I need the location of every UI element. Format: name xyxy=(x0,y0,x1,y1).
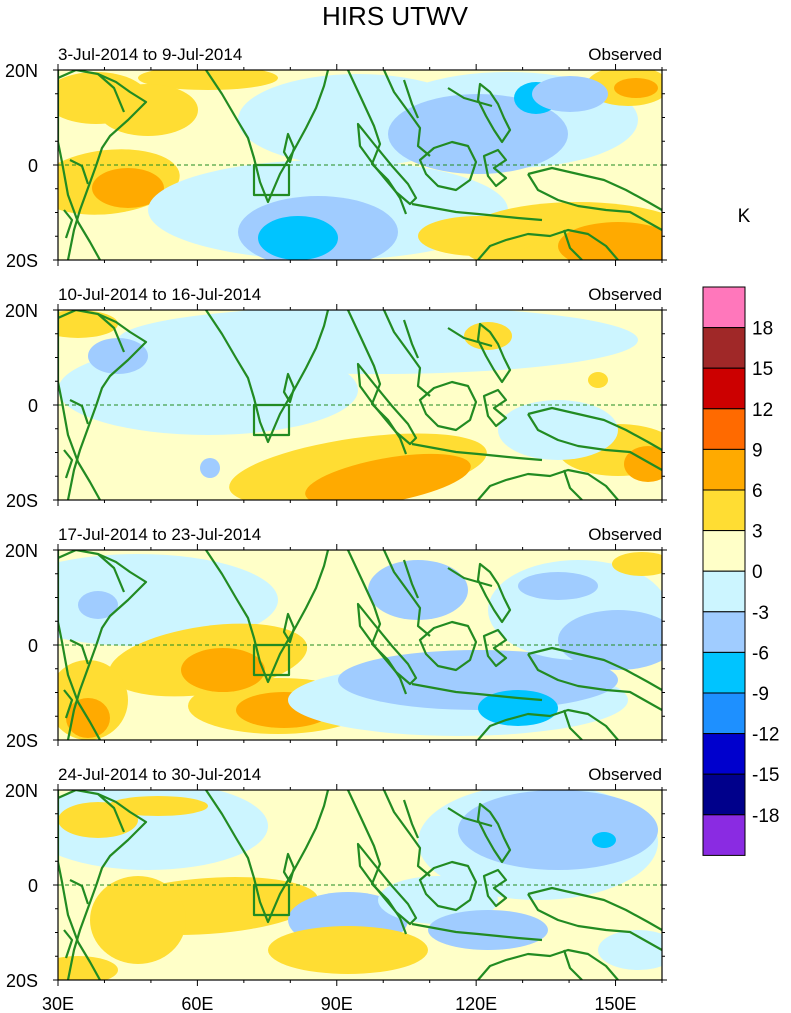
anomaly-contour xyxy=(138,70,278,90)
colorbar-swatch xyxy=(702,611,746,653)
colorbar-swatch xyxy=(702,651,746,694)
lat-label: 20S xyxy=(6,491,38,511)
colorbar-swatch xyxy=(702,773,746,816)
colorbar-swatch xyxy=(702,286,746,329)
anomaly-contour xyxy=(108,796,208,816)
lat-label: 0 xyxy=(28,156,38,176)
anomaly-contour xyxy=(258,216,338,260)
lon-label: 120E xyxy=(455,994,497,1013)
colorbar-label: 15 xyxy=(752,359,773,380)
anomaly-map: 20N 0 20S xyxy=(5,541,667,751)
colorbar-swatch xyxy=(702,448,746,491)
colorbar-swatch xyxy=(702,367,746,410)
lat-label: 0 xyxy=(28,876,38,896)
lat-label: 20N xyxy=(5,541,38,561)
map-panel-4: 24-Jul-2014 to 30-Jul-2014 Observed20N020… xyxy=(5,765,667,991)
anomaly-contour xyxy=(268,926,428,974)
colorbar-swatch xyxy=(702,408,746,450)
lon-label: 150E xyxy=(595,994,637,1013)
colorbar-units: K xyxy=(738,206,751,227)
anomaly-contour xyxy=(181,648,265,692)
colorbar-label: 6 xyxy=(752,481,763,502)
anomaly-contour xyxy=(614,78,658,98)
anomaly-contour xyxy=(58,310,118,338)
map-panel-2: 10-Jul-2014 to 16-Jul-2014 Observed20N020… xyxy=(5,285,667,511)
lat-label: 20S xyxy=(6,731,38,751)
anomaly-contour xyxy=(98,84,198,136)
map-panel-3: 17-Jul-2014 to 23-Jul-2014 Observed20N020… xyxy=(5,525,667,751)
panel-date-range: 3-Jul-2014 to 9-Jul-2014 xyxy=(58,45,242,64)
lat-label: 0 xyxy=(28,396,38,416)
anomaly-map: 20N 0 20S xyxy=(5,781,667,991)
panel-source-label: Observed xyxy=(588,765,662,784)
anomaly-contour xyxy=(518,572,598,600)
anomaly-contour xyxy=(558,222,662,260)
anomaly-contour xyxy=(58,956,118,980)
colorbar-label: 18 xyxy=(752,319,773,340)
anomaly-map: 20N 0 20S xyxy=(5,61,667,271)
panel-source-label: Observed xyxy=(588,285,662,304)
lat-label: 20S xyxy=(6,251,38,271)
anomaly-contour xyxy=(200,458,220,478)
anomaly-contour xyxy=(558,610,662,670)
lon-label: 90E xyxy=(321,994,353,1013)
anomaly-contour xyxy=(592,832,616,848)
colorbar-swatch xyxy=(702,570,746,613)
colorbar-label: -18 xyxy=(752,806,779,827)
anomaly-contour xyxy=(388,94,568,174)
lat-label: 0 xyxy=(28,636,38,656)
panel-date-range: 10-Jul-2014 to 16-Jul-2014 xyxy=(58,285,261,304)
panel-source-label: Observed xyxy=(588,45,662,64)
colorbar-label: -6 xyxy=(752,643,769,664)
colorbar-label: -15 xyxy=(752,765,779,786)
anomaly-contour xyxy=(588,372,608,388)
anomaly-contour xyxy=(464,322,512,350)
map-panel-1: 3-Jul-2014 to 9-Jul-2014 Observed 20N 0 20S xyxy=(5,45,667,271)
anomaly-map: 20N 0 20S xyxy=(5,301,667,511)
colorbar-label: -3 xyxy=(752,603,769,624)
anomaly-contour xyxy=(532,76,608,112)
anomaly-contour xyxy=(458,790,658,870)
colorbar-label: 3 xyxy=(752,522,763,543)
colorbar: 18 15 12 9 6 3 0 -3 -6 -9 -12 -15 -18 xyxy=(702,286,779,856)
colorbar-label: -9 xyxy=(752,684,769,705)
colorbar-label: 9 xyxy=(752,440,763,461)
colorbar-swatch xyxy=(702,327,746,369)
lat-label: 20N xyxy=(5,301,38,321)
colorbar-swatch xyxy=(702,814,746,856)
lat-label: 20N xyxy=(5,781,38,801)
panel-date-range: 17-Jul-2014 to 23-Jul-2014 xyxy=(58,525,261,544)
anomaly-contour xyxy=(92,168,164,208)
colorbar-label: 12 xyxy=(752,400,773,421)
anomaly-contour xyxy=(478,800,538,828)
anomaly-contour xyxy=(78,591,118,619)
lat-label: 20S xyxy=(6,971,38,991)
map-panels: 3-Jul-2014 to 9-Jul-2014 Observed 20N 0 20S 1… xyxy=(5,45,667,991)
anomaly-contour xyxy=(368,560,468,620)
anomaly-contour xyxy=(418,216,538,256)
lon-label: 60E xyxy=(181,994,213,1013)
longitude-axis: 30E 60E 90E 120E 150E xyxy=(42,994,637,1013)
panel-source-label: Observed xyxy=(588,525,662,544)
lon-label: 30E xyxy=(42,994,74,1013)
colorbar-label: -12 xyxy=(752,725,779,746)
lat-label: 20N xyxy=(5,61,38,81)
panel-date-range: 24-Jul-2014 to 30-Jul-2014 xyxy=(58,765,261,784)
colorbar-swatch xyxy=(702,733,746,775)
colorbar-label: 0 xyxy=(752,562,763,583)
colorbar-swatch xyxy=(702,692,746,735)
anomaly-contour xyxy=(612,552,662,576)
anomaly-contour xyxy=(305,453,471,500)
colorbar-swatch xyxy=(702,530,746,572)
anomaly-contour xyxy=(90,876,186,964)
anomaly-contour xyxy=(428,910,548,950)
figure-title: HIRS UTWV xyxy=(322,1,469,31)
colorbar-swatch xyxy=(702,489,746,532)
anomaly-contour xyxy=(88,338,148,374)
